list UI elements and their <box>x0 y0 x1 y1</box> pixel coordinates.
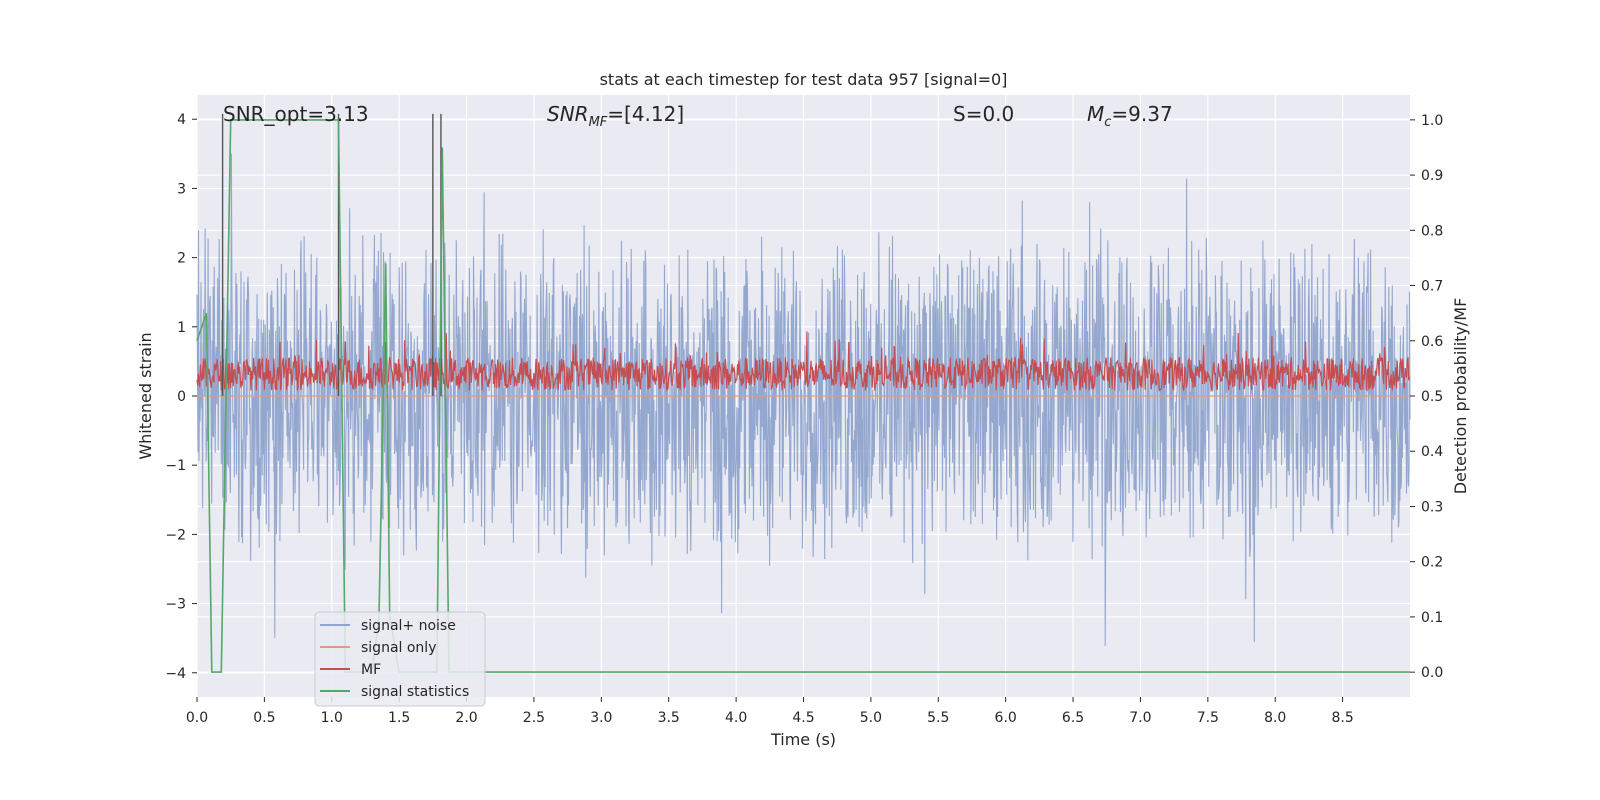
annotation-value: =[4.12] <box>607 102 684 126</box>
left-tick-label: 3 <box>177 181 186 197</box>
annotations: SNR_opt=3.13 SNRMF=[4.12] S=0.0 Mc=9.37 <box>223 102 1173 130</box>
x-tick-label: 6.0 <box>995 710 1017 726</box>
right-tick-label: 0.5 <box>1421 389 1443 405</box>
legend: signal+ noise signal only MF signal statist… <box>314 611 486 707</box>
x-axis-ticks: 0.0 0.5 1.0 1.5 2.0 2.5 3.0 3.5 4.0 4.5 5.0 5.5 6.0 6… <box>186 697 1354 726</box>
annotation-snr-opt: SNR_opt=3.13 <box>223 102 369 126</box>
right-tick-label: 0.8 <box>1421 223 1443 239</box>
x-tick-label: 2.5 <box>523 710 545 726</box>
x-tick-label: 6.5 <box>1062 710 1084 726</box>
annotation-subscript: MF <box>589 115 608 130</box>
series-signal-plus-noise <box>196 153 1411 647</box>
right-axis-label: Detection probability/MF <box>1451 298 1470 495</box>
x-tick-label: 4.0 <box>725 710 747 726</box>
left-tick-label: −3 <box>165 597 186 613</box>
x-tick-label: 7.0 <box>1129 710 1151 726</box>
right-tick-label: 0.2 <box>1421 555 1443 571</box>
series-mf <box>196 331 1411 392</box>
x-tick-label: 1.5 <box>388 710 410 726</box>
left-axis-label: Whitened strain <box>136 332 155 459</box>
left-tick-label: 1 <box>177 320 186 336</box>
x-tick-label: 3.5 <box>658 710 680 726</box>
legend-label: signal+ noise <box>361 618 456 634</box>
x-tick-label: 8.0 <box>1264 710 1286 726</box>
annotation-value: =9.37 <box>1111 102 1172 126</box>
annotation-snr-mf: SNRMF=[4.12] <box>547 102 684 130</box>
x-tick-label: 8.5 <box>1331 710 1353 726</box>
right-tick-label: 0.0 <box>1421 665 1443 681</box>
annotation-base: M <box>1087 102 1104 126</box>
annotation-s: S=0.0 <box>953 102 1014 126</box>
annotation-subscript: c <box>1104 115 1111 130</box>
left-tick-label: 4 <box>177 112 186 128</box>
right-axis-ticks: 0.0 0.1 0.2 0.3 0.4 0.5 0.6 0.7 0.8 0.9 1.0 <box>1410 113 1443 681</box>
left-axis-ticks: −4 −3 −2 −1 0 1 2 3 4 <box>165 112 197 682</box>
x-tick-label: 1.0 <box>321 710 343 726</box>
legend-label: signal only <box>361 640 436 656</box>
x-tick-label: 0.0 <box>186 710 208 726</box>
left-tick-label: −2 <box>165 527 186 543</box>
left-tick-label: −4 <box>165 666 186 682</box>
right-tick-label: 1.0 <box>1421 113 1443 129</box>
annotation-base: SNR <box>547 102 589 126</box>
x-tick-label: 3.0 <box>590 710 612 726</box>
right-tick-label: 0.4 <box>1421 444 1443 460</box>
left-tick-label: 0 <box>177 389 186 405</box>
x-tick-label: 5.0 <box>860 710 882 726</box>
right-tick-label: 0.3 <box>1421 499 1443 515</box>
legend-box <box>314 611 486 707</box>
right-tick-label: 0.6 <box>1421 334 1443 350</box>
series-signal-statistics <box>196 119 1410 673</box>
annotation-mc: Mc=9.37 <box>1087 102 1173 130</box>
x-tick-label: 4.5 <box>792 710 814 726</box>
left-tick-label: 2 <box>177 251 186 267</box>
x-tick-label: 5.5 <box>927 710 949 726</box>
x-tick-label: 2.0 <box>455 710 477 726</box>
legend-label: MF <box>361 662 381 678</box>
left-tick-label: −1 <box>165 458 186 474</box>
legend-label: signal statistics <box>361 684 469 700</box>
x-axis-label: Time (s) <box>770 730 836 749</box>
right-tick-label: 0.1 <box>1421 610 1443 626</box>
right-tick-label: 0.9 <box>1421 168 1443 184</box>
chart-title: stats at each timestep for test data 957… <box>600 70 1008 89</box>
x-tick-label: 7.5 <box>1197 710 1219 726</box>
right-tick-label: 0.7 <box>1421 279 1443 295</box>
x-tick-label: 0.5 <box>253 710 275 726</box>
series-layer <box>196 113 1411 673</box>
